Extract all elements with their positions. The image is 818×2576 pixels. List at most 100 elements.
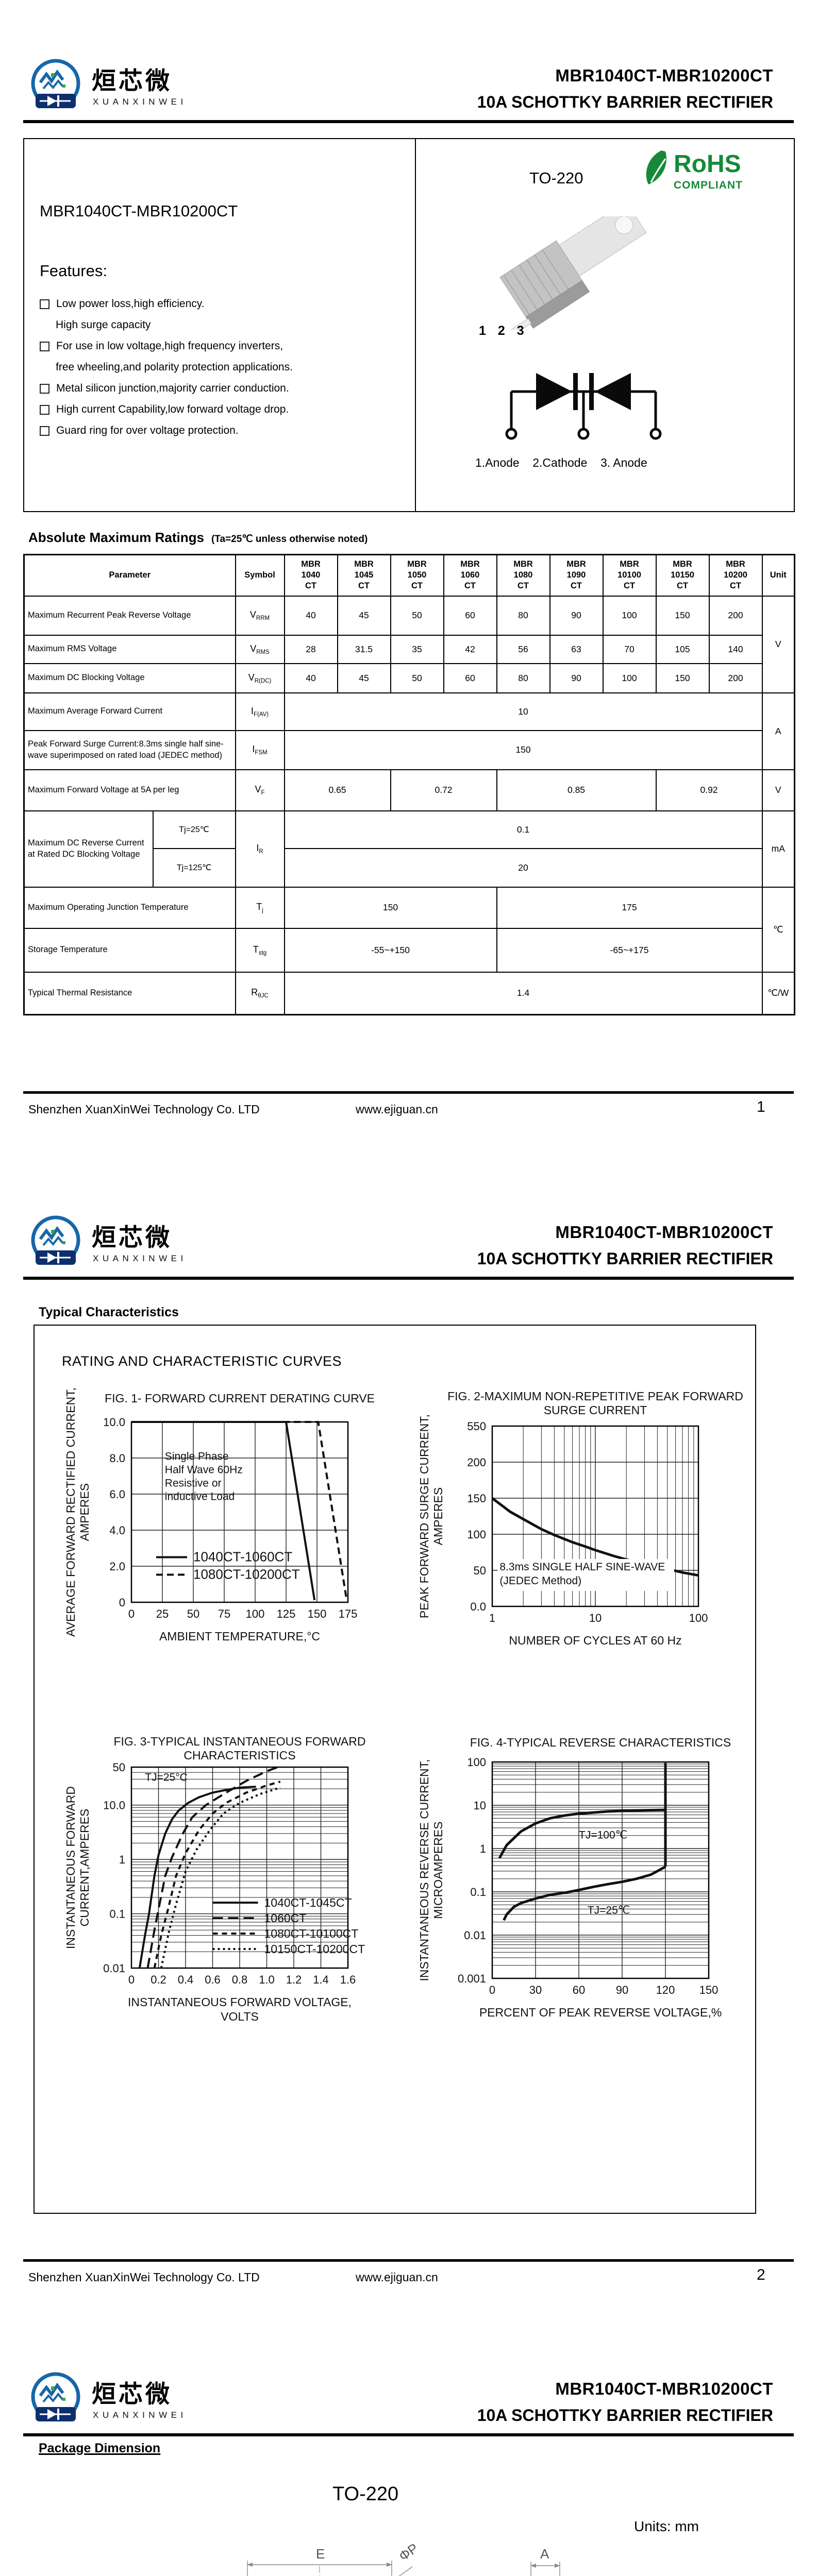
footer-company: Shenzhen XuanXinWei Technology Co. LTD: [28, 2270, 260, 2284]
page-1: 烜芯微 XUANXINWEI MBR1040CT-MBR10200CT 10A …: [0, 0, 818, 1157]
checkbox-icon: [40, 426, 49, 436]
svg-text:TJ=25°C: TJ=25°C: [145, 1772, 188, 1784]
feature-item: Metal silicon junction,majority carrier …: [40, 382, 400, 395]
pin-numbers: 1 2 3: [479, 324, 524, 338]
feature-text: free wheeling,and polarity protection ap…: [56, 361, 293, 373]
feature-text: High current Capability,low forward volt…: [56, 403, 289, 415]
svg-text:0: 0: [119, 1596, 125, 1609]
feature-text: High surge capacity: [56, 319, 151, 331]
svg-text:0: 0: [489, 1984, 495, 1996]
brand-name-cn: 烜芯微: [92, 2380, 172, 2408]
doc-subtitle: 10A SCHOTTKY BARRIER RECTIFIER: [477, 1249, 773, 1268]
row-ir-25: Maximum DC Reverse Current at Rated DC B…: [23, 810, 795, 888]
checkbox-icon: [40, 299, 49, 309]
svg-text:INSTANTANEOUS FORWARD: INSTANTANEOUS FORWARD: [64, 1786, 77, 1949]
checkbox-icon: [40, 384, 49, 394]
package-photo: [453, 201, 676, 386]
svg-text:VOLTS: VOLTS: [221, 2010, 259, 2023]
dim-label-E: E: [316, 2546, 325, 2562]
svg-text:MICROAMPERES: MICROAMPERES: [431, 1821, 445, 1919]
row-tj: Maximum Operating Junction Temperature T…: [23, 886, 795, 973]
col-device: MBR 1090 CT: [549, 554, 604, 597]
svg-text:AVERAGE FORWARD RECTIFIED CURR: AVERAGE FORWARD RECTIFIED CURRENT,: [64, 1387, 77, 1637]
row-ir-125: Tj=125℃ 20: [24, 848, 795, 888]
feature-item: For use in low voltage,high frequency in…: [40, 340, 400, 352]
brand-name-en: XUANXINWEI: [93, 2410, 187, 2420]
svg-text:30: 30: [529, 1984, 542, 1996]
curves-title: RATING AND CHARACTERISTIC CURVES: [62, 1353, 342, 1369]
col-device: MBR 10150 CT: [655, 554, 710, 597]
svg-text:50: 50: [113, 1761, 125, 1774]
feature-item: Guard ring for over voltage protection.: [40, 425, 400, 437]
col-device: MBR 1045 CT: [337, 554, 391, 597]
svg-text:1.0: 1.0: [259, 1973, 275, 1986]
feature-item: free wheeling,and polarity protection ap…: [56, 361, 400, 374]
svg-text:550: 550: [467, 1420, 486, 1433]
svg-text:75: 75: [218, 1607, 230, 1620]
col-device: MBR 1040 CT: [283, 554, 338, 597]
svg-text:1.4: 1.4: [313, 1973, 329, 1986]
feature-text: Metal silicon junction,majority carrier …: [56, 382, 289, 394]
svg-text:0.8: 0.8: [232, 1973, 248, 1986]
svg-text:0: 0: [128, 1607, 135, 1620]
svg-text:FIG. 1- FORWARD CURRENT DERATI: FIG. 1- FORWARD CURRENT DERATING CURVE: [105, 1392, 375, 1405]
ratings-title: Absolute Maximum Ratings: [28, 530, 204, 545]
svg-text:200: 200: [467, 1456, 486, 1469]
package-name: TO-220: [332, 2483, 399, 2505]
svg-text:10.0: 10.0: [103, 1799, 125, 1812]
brand-name-en: XUANXINWEI: [93, 1253, 187, 1263]
svg-text:FIG. 3-TYPICAL INSTANTANEOUS F: FIG. 3-TYPICAL INSTANTANEOUS FORWARD: [113, 1735, 365, 1748]
svg-text:1040CT-1060CT: 1040CT-1060CT: [193, 1549, 292, 1565]
svg-text:PERCENT OF PEAK REVERSE VOLTAG: PERCENT OF PEAK REVERSE VOLTAGE,%: [479, 2006, 722, 2019]
svg-text:0.1: 0.1: [109, 1908, 125, 1921]
svg-text:CURRENT,AMPERES: CURRENT,AMPERES: [78, 1809, 91, 1927]
svg-text:0.2: 0.2: [151, 1973, 166, 1986]
svg-text:90: 90: [616, 1984, 628, 1996]
series-TJ=25C: [503, 1866, 666, 1921]
row-ifav: Maximum Average Forward Current IF(AV) 1…: [23, 692, 795, 770]
footer-page-number: 2: [757, 2266, 765, 2283]
doc-title: MBR1040CT-MBR10200CT: [555, 2379, 773, 2398]
col-device: MBR 1080 CT: [496, 554, 550, 597]
footer-rule: [23, 2259, 794, 2262]
svg-text:2.0: 2.0: [109, 1560, 125, 1573]
rohs-logo-icon: RoHS COMPLIANT: [642, 145, 780, 195]
svg-text:AMBIENT TEMPERATURE,°C: AMBIENT TEMPERATURE,°C: [159, 1630, 320, 1643]
svg-text:1.2: 1.2: [286, 1973, 302, 1986]
svg-text:0.1: 0.1: [470, 1886, 486, 1899]
row-vrdc: Maximum DC Blocking Voltage VR(DC) 40 45…: [23, 663, 795, 693]
svg-text:AMPERES: AMPERES: [431, 1487, 445, 1545]
col-symbol: Symbol: [235, 554, 285, 597]
checkbox-icon: [40, 342, 49, 351]
svg-text:50: 50: [474, 1564, 486, 1577]
svg-text:FIG. 2-MAXIMUM NON-REPETITIVE: FIG. 2-MAXIMUM NON-REPETITIVE PEAK FORWA…: [447, 1389, 743, 1403]
ratings-table: Parameter Symbol MBR 1040 CT MBR 1045 CT…: [23, 554, 796, 1015]
part-range: MBR1040CT-MBR10200CT: [40, 202, 238, 220]
package-outline-drawing: ΦP E Q D: [170, 2535, 686, 2576]
figure-1-derating-curve: 0 25 50 75 100 125 150 175 0 2.0 4.0 6.0 8.0 10.0 FIG.…: [54, 1386, 394, 1695]
footer-website: www.ejiguan.cn: [356, 1103, 438, 1116]
svg-text:10: 10: [474, 1799, 486, 1812]
feature-item: High current Capability,low forward volt…: [40, 403, 400, 416]
col-parameter: Parameter: [23, 554, 236, 597]
row-vrms: Maximum RMS Voltage VRMS 28 31.5 35 42 5…: [23, 634, 795, 664]
brand-name-en: XUANXINWEI: [93, 97, 187, 107]
svg-text:Half Wave 60Hz: Half Wave 60Hz: [165, 1464, 243, 1476]
svg-text:25: 25: [156, 1607, 169, 1620]
svg-text:0.4: 0.4: [178, 1973, 194, 1986]
symbol-vrrm: VRRM: [235, 595, 285, 636]
doc-title: MBR1040CT-MBR10200CT: [555, 1223, 773, 1242]
svg-text:(JEDEC Method): (JEDEC Method): [499, 1575, 581, 1587]
row-vf: Maximum Forward Voltage at 5A per leg VF…: [23, 769, 795, 811]
feature-item: High surge capacity: [56, 319, 400, 331]
dim-label-A: A: [540, 2546, 549, 2562]
svg-text:6.0: 6.0: [109, 1488, 125, 1501]
row-ifsm: Peak Forward Surge Current:8.3ms single …: [23, 730, 795, 770]
svg-text:0.01: 0.01: [103, 1962, 125, 1975]
footer-page-number: 1: [757, 1098, 765, 1115]
svg-text:1.6: 1.6: [340, 1973, 356, 1986]
section-title: Package Dimension: [39, 2441, 161, 2455]
company-logo-icon: [27, 2371, 85, 2432]
svg-text:INSTANTANEOUS REVERSE CURRENT,: INSTANTANEOUS REVERSE CURRENT,: [418, 1759, 431, 1981]
svg-text:CHARACTERISTICS: CHARACTERISTICS: [183, 1749, 295, 1762]
